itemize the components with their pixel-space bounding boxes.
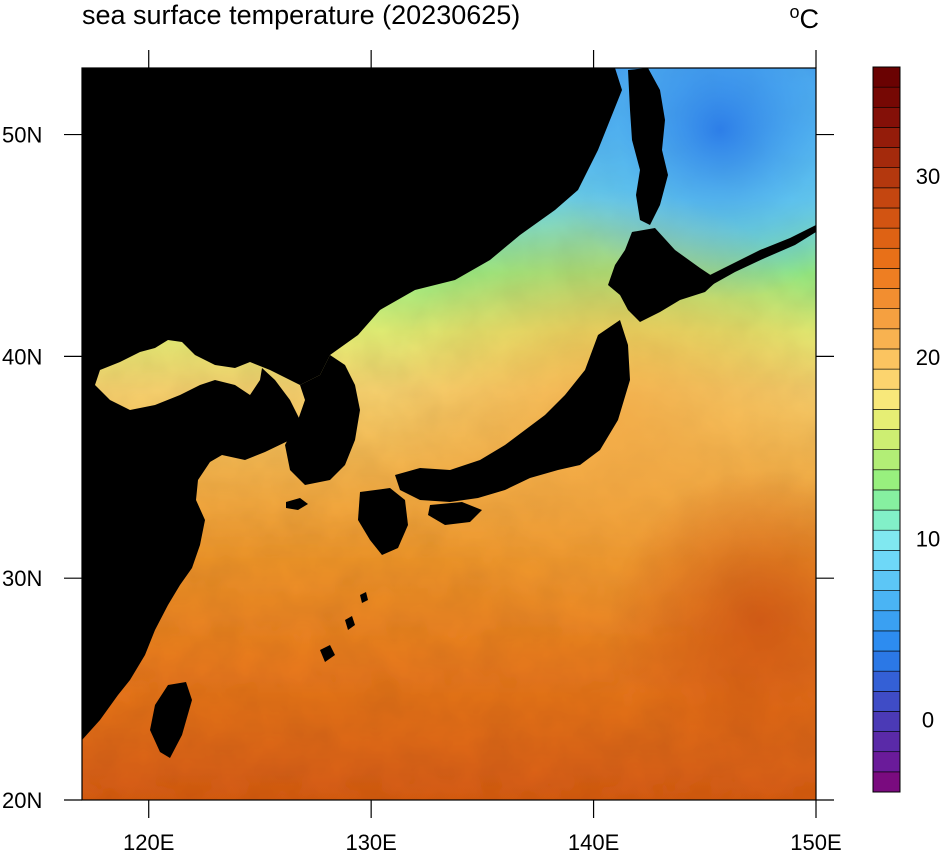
colorbar-swatch: [872, 711, 901, 732]
colorbar-swatch: [872, 86, 901, 108]
colorbar-frame: [872, 66, 901, 793]
colorbar-swatch: [872, 670, 901, 692]
colorbar: 0 10 20 30: [872, 66, 940, 793]
land-ryukyu: [320, 592, 368, 662]
colorbar-swatch: [872, 650, 901, 672]
colorbar-swatch: [872, 509, 901, 531]
colorbar-swatch: [872, 529, 901, 551]
colorbar-swatch: [872, 550, 901, 571]
colorbar-tick-label: 30: [916, 164, 940, 189]
lat-tick-label: 20N: [2, 788, 42, 813]
lon-tick-label: 140E: [568, 830, 619, 855]
lon-tick-label: 130E: [345, 830, 396, 855]
land-jeju: [286, 498, 308, 510]
lat-tick-label: 40N: [2, 344, 42, 369]
colorbar-swatch: [872, 368, 901, 390]
map-axis-ticks: 120E 130E 140E 150E 20N 30N 40N 50N: [2, 50, 842, 855]
lat-tick-label: 50N: [2, 123, 42, 148]
land-taiwan: [150, 682, 192, 758]
lat-tick-label: 30N: [2, 566, 42, 591]
land-korea: [285, 355, 360, 485]
colorbar-swatch: [872, 187, 901, 209]
map-title: sea surface temperature (20230625): [82, 0, 521, 30]
colorbar-swatch: [872, 288, 901, 309]
map-frame: [81, 67, 817, 801]
lon-tick-label: 150E: [790, 830, 841, 855]
colorbar-swatch: [872, 630, 901, 652]
colorbar-swatch: [872, 388, 901, 410]
colorbar-swatch: [872, 348, 901, 370]
degree-symbol: o: [789, 2, 800, 22]
unit-letter: C: [799, 4, 820, 34]
colorbar-swatch: [872, 771, 901, 793]
colorbar-swatch: [872, 751, 901, 773]
colorbar-swatch: [872, 127, 901, 148]
land-shikoku: [428, 502, 482, 525]
colorbar-swatch: [872, 429, 901, 450]
land-honshu: [395, 320, 630, 502]
colorbar-swatch: [872, 328, 901, 350]
land-kuril-kamchatka: [700, 225, 816, 286]
colorbar-swatch: [872, 147, 901, 168]
colorbar-swatch: [872, 409, 901, 430]
colorbar-swatch: [872, 489, 901, 511]
colorbar-swatch: [872, 570, 901, 591]
land-asia-mainland: [82, 68, 622, 740]
colorbar-swatch: [872, 590, 901, 612]
colorbar-swatch: [872, 106, 901, 128]
colorbar-swatch: [872, 247, 901, 269]
colorbar-tick-label: 10: [916, 526, 940, 551]
colorbar-tick-label: 0: [922, 708, 934, 733]
land-mask: [82, 68, 816, 758]
colorbar-swatch: [872, 731, 901, 753]
land-hokkaido: [608, 228, 718, 322]
colorbar-swatch: [872, 691, 901, 712]
colorbar-swatch: [872, 167, 901, 189]
colorbar-swatch: [872, 66, 901, 88]
colorbar-swatch: [872, 308, 901, 330]
colorbar-swatch: [872, 610, 901, 632]
colorbar-swatch: [872, 207, 901, 229]
map-plot-area: [82, 68, 816, 800]
colorbar-swatch: [872, 268, 901, 289]
land-sakhalin: [628, 68, 668, 225]
lon-tick-label: 120E: [123, 830, 174, 855]
colorbar-tick-label: 20: [916, 345, 940, 370]
colorbar-swatch: [872, 227, 901, 249]
colorbar-unit-label: oC: [789, 2, 819, 35]
colorbar-swatch: [872, 469, 901, 491]
colorbar-swatch: [872, 449, 901, 471]
land-kyushu: [358, 488, 408, 555]
